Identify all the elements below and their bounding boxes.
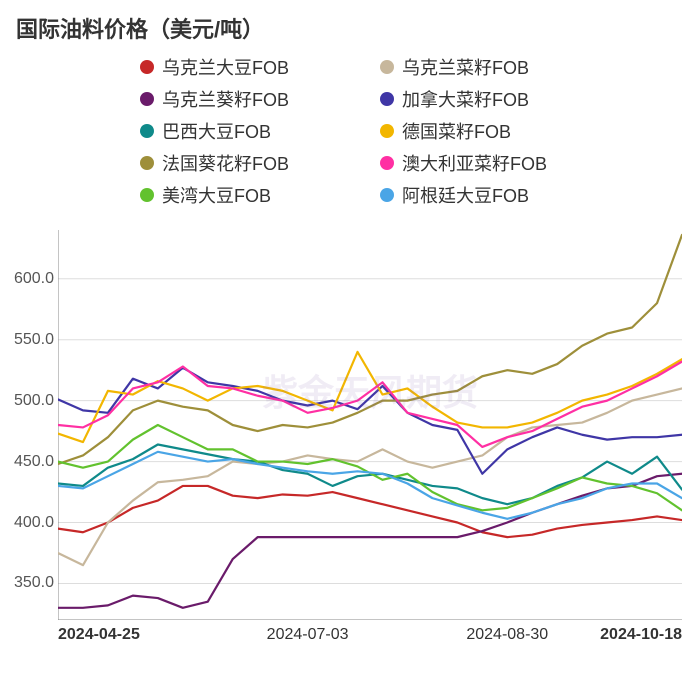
legend-label: 法国葵花籽FOB — [162, 150, 289, 176]
plot-area — [58, 230, 682, 620]
legend-item: 加拿大菜籽FOB — [380, 86, 600, 112]
y-tick-label: 550.0 — [2, 331, 54, 349]
legend-label: 德国菜籽FOB — [402, 118, 511, 144]
series-line — [58, 388, 682, 565]
legend-swatch — [140, 124, 154, 138]
chart-title: 国际油料价格（美元/吨） — [16, 12, 264, 44]
legend-item: 阿根廷大豆FOB — [380, 182, 600, 208]
legend-swatch — [380, 124, 394, 138]
y-tick-label: 600.0 — [2, 270, 54, 288]
legend-swatch — [140, 188, 154, 202]
legend-item: 美湾大豆FOB — [140, 182, 360, 208]
legend-label: 乌克兰菜籽FOB — [402, 54, 529, 80]
y-tick-label: 450.0 — [2, 453, 54, 471]
x-tick-label: 2024-04-25 — [58, 626, 140, 644]
x-tick-label: 2024-10-18 — [600, 626, 682, 644]
legend-label: 乌克兰大豆FOB — [162, 54, 289, 80]
legend-label: 乌克兰葵籽FOB — [162, 86, 289, 112]
legend-label: 加拿大菜籽FOB — [402, 86, 529, 112]
legend-item: 巴西大豆FOB — [140, 118, 360, 144]
legend-item: 澳大利亚菜籽FOB — [380, 150, 600, 176]
legend-label: 阿根廷大豆FOB — [402, 182, 529, 208]
legend-label: 巴西大豆FOB — [162, 118, 271, 144]
legend: 乌克兰大豆FOB 乌克兰菜籽FOB 乌克兰葵籽FOB 加拿大菜籽FOB 巴西大豆FOB 德… — [140, 54, 600, 208]
legend-item: 德国菜籽FOB — [380, 118, 600, 144]
legend-swatch — [140, 60, 154, 74]
x-tick-label: 2024-08-30 — [466, 626, 548, 644]
y-tick-label: 400.0 — [2, 514, 54, 532]
legend-swatch — [380, 92, 394, 106]
legend-swatch — [140, 156, 154, 170]
legend-label: 美湾大豆FOB — [162, 182, 271, 208]
legend-item: 乌克兰菜籽FOB — [380, 54, 600, 80]
legend-item: 乌克兰葵籽FOB — [140, 86, 360, 112]
legend-swatch — [380, 188, 394, 202]
x-tick-label: 2024-07-03 — [267, 626, 349, 644]
y-tick-label: 500.0 — [2, 392, 54, 410]
legend-swatch — [380, 156, 394, 170]
legend-item: 法国葵花籽FOB — [140, 150, 360, 176]
legend-swatch — [380, 60, 394, 74]
y-tick-label: 350.0 — [2, 574, 54, 592]
legend-swatch — [140, 92, 154, 106]
chart-container: 国际油料价格（美元/吨） 乌克兰大豆FOB 乌克兰菜籽FOB 乌克兰葵籽FOB 加拿大… — [0, 0, 692, 686]
legend-label: 澳大利亚菜籽FOB — [402, 150, 547, 176]
series-line — [58, 474, 682, 608]
series-line — [58, 425, 682, 510]
legend-item: 乌克兰大豆FOB — [140, 54, 360, 80]
